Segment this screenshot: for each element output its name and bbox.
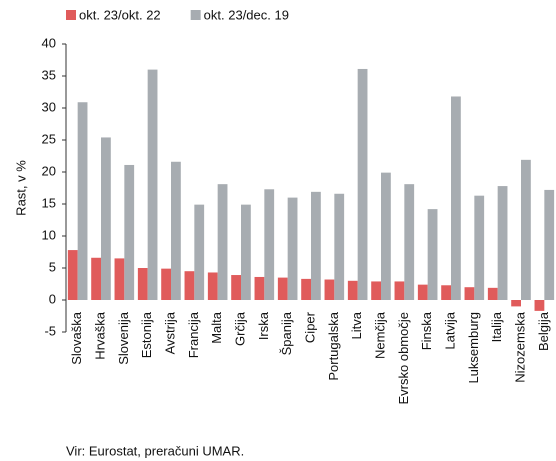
y-tick-label: -5 [44, 323, 56, 338]
bar [441, 285, 451, 300]
y-tick-label: 15 [42, 195, 56, 210]
bar [511, 300, 521, 307]
bar [417, 284, 428, 300]
y-tick-label: 30 [42, 99, 56, 114]
x-tick-label: Evrsko območje [396, 312, 411, 404]
bar [451, 96, 461, 300]
x-tick-label: Slovenija [116, 311, 131, 365]
x-tick-label: Nizozemska [512, 311, 527, 383]
bar [77, 102, 88, 301]
bar [497, 186, 508, 300]
x-tick-label: Slovaška [69, 311, 84, 365]
bar [147, 69, 158, 300]
bar [241, 204, 251, 300]
bar [124, 164, 135, 300]
x-tick-label: Luksemburg [466, 312, 481, 384]
bar [171, 161, 181, 300]
x-tick-label: Malta [209, 311, 224, 344]
x-tick-label: Grčija [232, 311, 247, 346]
bar [101, 137, 111, 300]
y-tick-label: 35 [42, 67, 56, 82]
bar [114, 258, 125, 300]
bar [194, 204, 205, 300]
bar [254, 276, 265, 300]
bar [184, 271, 195, 300]
bar [137, 268, 148, 300]
bar [161, 268, 171, 300]
bar [347, 280, 358, 300]
bar [334, 193, 345, 300]
y-axis-label: Rast, v % [13, 160, 28, 216]
bar [474, 195, 485, 300]
x-tick-label: Italija [489, 311, 504, 342]
bar [521, 159, 531, 300]
legend-label: okt. 23/dec. 19 [204, 7, 289, 22]
bar [381, 172, 391, 300]
x-tick-label: Francija [186, 311, 201, 358]
bar [231, 275, 241, 300]
legend-label: okt. 23/okt. 22 [79, 7, 161, 22]
bar [287, 197, 298, 300]
x-tick-label: Litva [349, 311, 364, 339]
bar [357, 68, 368, 301]
source-note: Vir: Eurostat, preračuni UMAR. [66, 443, 244, 458]
x-tick-label: Estonija [139, 311, 154, 358]
bar [404, 184, 415, 300]
y-tick-label: 5 [49, 259, 56, 274]
bar [324, 279, 335, 300]
bar [277, 277, 288, 300]
x-tick-label: Latvija [442, 311, 457, 349]
bar [217, 184, 228, 300]
x-tick-label: Nemčija [372, 311, 387, 359]
x-tick-label: Irska [256, 311, 271, 340]
x-tick-label: Španija [279, 311, 294, 355]
x-tick-label: Ciper [302, 311, 317, 343]
bar [394, 281, 405, 300]
bar [544, 189, 555, 300]
y-tick-label: 40 [42, 35, 56, 50]
x-tick-label: Finska [419, 311, 434, 350]
y-tick-label: 10 [42, 227, 56, 242]
bar [427, 209, 438, 300]
bar [67, 250, 78, 300]
bar [301, 278, 311, 300]
y-tick-label: 0 [49, 291, 56, 306]
x-tick-label: Avstrija [162, 311, 177, 354]
bar [264, 189, 275, 300]
legend-swatch [190, 10, 201, 20]
x-tick-label: Portugalska [326, 311, 341, 380]
y-tick-label: 20 [42, 163, 56, 178]
x-tick-label: Belgija [536, 311, 551, 351]
bar [487, 287, 498, 300]
legend-swatch [66, 10, 76, 20]
bar [207, 272, 218, 300]
bar [464, 287, 475, 300]
bar [311, 191, 321, 300]
y-tick-label: 25 [42, 131, 56, 146]
bar [91, 257, 101, 300]
bar [534, 300, 545, 311]
bar [371, 281, 381, 300]
x-tick-label: Hrvaška [92, 311, 107, 359]
